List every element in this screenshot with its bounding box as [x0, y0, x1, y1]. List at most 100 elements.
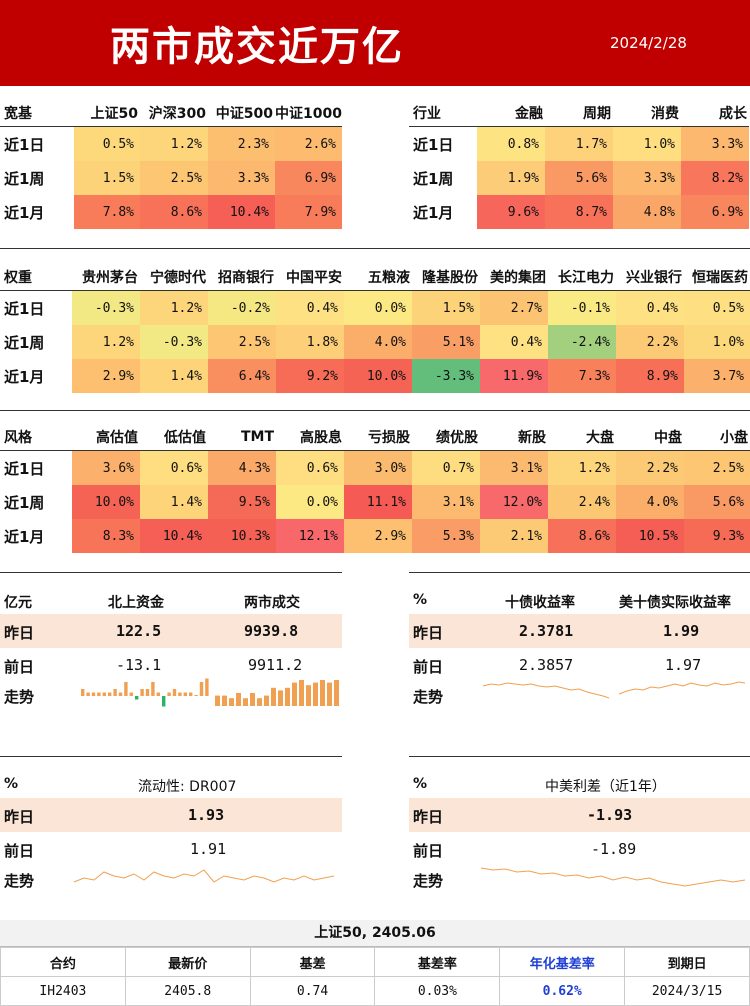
heatmap-cell: 12.1% [276, 519, 344, 553]
yesterday-label: 昨日 [413, 624, 444, 642]
heatmap-cell: 3.3% [613, 161, 681, 195]
futures-section: 上证50, 2405.06 合约 最新价 基差 基差率 年化基差率 到期日 IH… [0, 920, 750, 1006]
heatmap-cell: 1.0% [684, 325, 750, 359]
column-header: 高股息 [300, 430, 342, 446]
heatmap-cell: 1.4% [140, 359, 208, 393]
heatmap-cell: 1.5% [412, 290, 480, 325]
bar [299, 680, 304, 706]
bar [327, 682, 332, 706]
column-header: TMT [240, 429, 274, 445]
column-header: 招商银行 [218, 270, 274, 286]
prev-label: 前日 [413, 658, 444, 676]
heatmap-cell: -0.3% [72, 290, 140, 325]
heatmap-cell: 1.9% [477, 161, 545, 195]
heatmap-cell: 3.7% [684, 359, 750, 393]
bond-panel: % 十债收益率 美十债实际收益率 昨日 2.3781 1.99 前日 2.385… [409, 572, 750, 718]
turnover-bar-chart [215, 680, 339, 706]
heatmap-cell: 9.6% [477, 195, 545, 229]
heatmap-cell: 3.3% [681, 126, 749, 161]
dr007-sparkline [73, 869, 335, 883]
column-header: 高估值 [96, 430, 138, 446]
heatmap-cell: 2.5% [684, 450, 750, 485]
col-expiry: 到期日 [624, 947, 750, 977]
heatmap-row: 近1日 -0.3% 1.2% -0.2% 0.4% 0.0% 1.5% 2.7% -0.1% 0.… [0, 290, 750, 325]
bar [278, 690, 283, 706]
bar [118, 692, 123, 696]
column-header: 沪深300 [148, 106, 206, 122]
heatmap-cell: 0.0% [276, 485, 344, 519]
panel-top-line [409, 756, 750, 757]
dr007-prev: 1.91 [190, 840, 227, 858]
period-label: 近1月 [4, 203, 45, 222]
bar [102, 692, 106, 696]
liquidity-title: 流动性: DR007 [138, 779, 237, 795]
col-last-price: 最新价 [124, 947, 251, 977]
heatmap-cell: 4.8% [613, 195, 681, 229]
heatmap-cell: 0.5% [74, 126, 140, 161]
bar [199, 682, 204, 696]
heatmap-cell: 8.2% [681, 161, 749, 195]
heatmap-cell: 7.9% [275, 195, 342, 229]
heatmap-cell: 0.7% [412, 450, 480, 485]
column-header: 成长 [719, 106, 747, 122]
bar [183, 692, 187, 696]
heatmap-cell: 5.1% [412, 325, 480, 359]
heatmap-cell: 4.3% [208, 450, 276, 485]
heatmap-cell: 1.7% [545, 126, 613, 161]
heatmap-cell: 8.6% [140, 195, 208, 229]
bar [271, 687, 276, 706]
period-label: 近1周 [4, 333, 45, 352]
heatmap-cell: 2.2% [616, 325, 684, 359]
column-header: 小盘 [720, 430, 748, 446]
heatmap-cell: 9.3% [684, 519, 750, 553]
heatmap-cell: -2.4% [548, 325, 616, 359]
heatmap-cell: 9.2% [276, 359, 344, 393]
flow-header: 亿元 北上资金 两市成交 [0, 586, 342, 615]
panel-top-line [0, 756, 342, 757]
bar [97, 692, 101, 696]
heatmap-row: 近1月 7.8% 8.6% 10.4% 7.9% [0, 195, 342, 229]
style-section-label: 风格 [4, 430, 32, 446]
bar [189, 692, 193, 696]
bar [178, 692, 182, 696]
spread-header: % 中美利差（近1年） [409, 770, 750, 799]
flow-yesterday-row: 昨日 122.5 9939.8 [0, 614, 342, 648]
turnover-yesterday: 9939.8 [244, 622, 299, 640]
heatmap-cell: 3.0% [344, 450, 412, 485]
column-header: 中盘 [654, 430, 682, 446]
column-header: 亏损股 [368, 430, 410, 446]
column-header: 隆基股份 [422, 270, 478, 286]
yesterday-label: 昨日 [4, 624, 35, 642]
column-header: 低估值 [164, 430, 206, 446]
bar [135, 696, 139, 700]
cn10y-header: 十债收益率 [505, 595, 575, 611]
broad-index-table: 宽基 上证50 沪深300 中证500 中证1000 近1日 0.5% 1.2% 2.3% 2.6… [0, 100, 342, 229]
annual-basis-rate-value: 0.62% [499, 976, 626, 1006]
heatmap-cell: 2.7% [480, 290, 548, 325]
spread-prev-row: 前日 -1.89 [409, 832, 750, 866]
heatmap-cell: -0.1% [548, 290, 616, 325]
spread-yesterday-row: 昨日 -1.93 [409, 798, 750, 832]
bar [86, 692, 90, 696]
column-header: 中国平安 [286, 270, 342, 286]
period-label: 近1日 [4, 299, 45, 318]
bar [194, 695, 198, 696]
heatmap-cell: 2.2% [616, 450, 684, 485]
heatmap-cell: 10.4% [208, 195, 275, 229]
heatmap-cell: 0.0% [344, 290, 412, 325]
spread-yesterday: -1.93 [587, 806, 633, 824]
bar [129, 692, 133, 696]
futures-table: 合约 最新价 基差 基差率 年化基差率 到期日 IH2403 2405.8 0.… [0, 947, 750, 1006]
yesterday-label: 昨日 [4, 808, 35, 826]
heatmap-cell: 1.2% [72, 325, 140, 359]
spread-trend-row: 走势 [409, 862, 750, 896]
bar [156, 692, 160, 696]
section-divider [0, 410, 750, 411]
liquidity-yesterday-row: 昨日 1.93 [0, 798, 342, 832]
trend-label: 走势 [4, 872, 35, 890]
us-real-header: 美十债实际收益率 [619, 595, 731, 611]
north-prev: -13.1 [116, 656, 162, 674]
heatmap-cell: 8.9% [616, 359, 684, 393]
heatmap-cell: 1.2% [548, 450, 616, 485]
period-label: 近1周 [413, 169, 454, 188]
